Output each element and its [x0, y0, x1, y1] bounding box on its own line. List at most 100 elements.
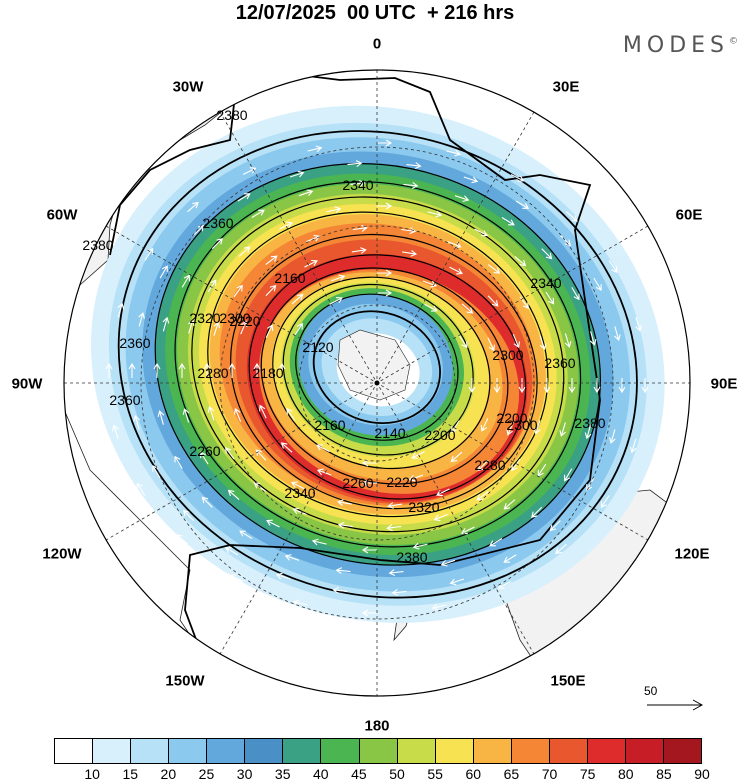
wind-vector-arrow	[515, 200, 530, 209]
copyright-mark: ©	[729, 36, 738, 47]
wind-vector-arrow	[433, 513, 448, 522]
wind-vector-arrow	[207, 279, 217, 293]
wind-vector-arrow	[476, 490, 489, 501]
wind-vector-arrow	[361, 459, 377, 467]
wind-vector-arrow	[157, 410, 165, 425]
wind-vector-arrow	[351, 247, 367, 254]
wind-vector-arrow	[291, 293, 304, 305]
wind-vector-arrow	[188, 319, 195, 334]
colorbar	[54, 738, 702, 764]
wind-vector-arrow	[436, 488, 450, 497]
wind-vector-arrow	[304, 259, 318, 268]
wind-vector-arrow	[541, 248, 553, 260]
wind-vector-arrow	[174, 455, 183, 469]
wind-vector-arrow	[480, 417, 489, 432]
wind-vector-arrow	[512, 333, 521, 349]
contour-label: 2200	[424, 427, 455, 443]
lon-label-180: 180	[364, 717, 390, 735]
wind-vector-arrow	[138, 312, 145, 327]
wind-vector-arrow	[336, 499, 352, 507]
contour-label: 2220	[386, 474, 417, 490]
wind-vector-arrow	[635, 317, 642, 332]
wind-vector-arrow	[391, 588, 407, 596]
colorbar-tick-label: 60	[465, 766, 482, 782]
wind-vector-arrow	[182, 509, 194, 521]
wind-vector-arrow	[332, 586, 348, 594]
colorbar-tick-label: 45	[351, 766, 367, 782]
wind-vector-arrow	[153, 362, 161, 378]
wind-vector-arrow	[537, 463, 547, 477]
wind-vector-arrow	[280, 442, 293, 453]
wind-vector-arrow	[291, 481, 305, 490]
wind-vector-arrow	[431, 603, 447, 611]
wind-vector-arrow	[229, 574, 244, 582]
wind-vector-arrow	[316, 444, 330, 453]
wind-vector-arrow	[440, 559, 456, 567]
wind-vector-arrow	[511, 458, 521, 472]
wind-vector-arrow	[584, 424, 592, 440]
wind-vector-arrow	[128, 362, 136, 378]
wind-vector-arrow	[187, 201, 199, 213]
contour-label: 2200	[496, 410, 527, 426]
wind-vector-arrow	[387, 502, 403, 509]
contour-label: 2320	[189, 310, 220, 326]
wind-vector-arrow	[559, 422, 566, 437]
modes-logo: MODES©	[623, 33, 738, 58]
contour-label: 2380	[574, 415, 605, 431]
wind-vector-arrow	[412, 542, 428, 550]
lon-label-60w: 60W	[46, 206, 78, 224]
wind-vector-arrow	[514, 255, 527, 267]
logo-text: MODES	[622, 33, 729, 58]
wind-vector-arrow	[593, 378, 601, 394]
contour-label: 2360	[119, 335, 150, 351]
wind-vector-arrow	[501, 217, 515, 226]
wind-vector-arrow	[361, 546, 377, 554]
wind-vector-arrow	[335, 567, 351, 575]
contour-labels: 2380 2380 2340 2360 2360 2320 2360 2280 2300 2260…	[82, 107, 605, 565]
colorbar-tick-label: 10	[84, 766, 100, 782]
wind-vector-arrow	[566, 211, 578, 222]
wind-vector-arrow	[493, 378, 501, 394]
wind-vector-arrow	[388, 569, 404, 577]
wind-vector-arrow	[543, 378, 551, 394]
wind-vectors	[105, 139, 649, 617]
wind-vector-arrow	[352, 224, 368, 232]
colorbar-tick-label: 35	[274, 766, 291, 782]
wind-vector-arrow	[446, 149, 462, 157]
lon-label-30w: 30W	[172, 78, 204, 96]
wind-vector-arrow	[593, 277, 602, 292]
colorbar-tick-label: 85	[656, 766, 672, 782]
wind-vector-arrow	[228, 362, 236, 378]
contour-label: 2180	[252, 365, 283, 381]
lon-label-90e: 90E	[710, 375, 738, 393]
wind-vector-arrow	[614, 326, 621, 342]
colorbar-tick-label: 65	[503, 766, 520, 782]
colorbar-tick-label: 55	[427, 766, 443, 782]
wind-vector-arrow	[510, 174, 525, 182]
wind-vector-arrow	[487, 295, 499, 307]
wind-vector-arrow	[176, 534, 188, 545]
lon-label-150w: 150W	[165, 672, 205, 690]
wind-vector-arrow	[239, 530, 253, 539]
wind-vector-arrow	[629, 438, 637, 454]
wind-vector-arrow	[162, 316, 170, 332]
wind-vector-arrow	[449, 266, 463, 275]
wind-vector-arrow	[641, 378, 649, 394]
wind-vector-arrow	[152, 464, 161, 479]
wind-vector-arrow	[518, 378, 526, 394]
wind-vector-arrow	[251, 209, 265, 218]
wind-vector-arrow	[326, 206, 342, 214]
contour-label: 2340	[342, 177, 373, 193]
contour-label: 2300	[492, 347, 523, 363]
wind-vector-arrow	[182, 408, 190, 423]
wind-vector-arrow	[133, 414, 140, 430]
wind-vector-arrow	[377, 202, 393, 210]
wind-vector-arrow	[564, 468, 573, 482]
wind-vector-arrow	[350, 179, 366, 187]
wind-vector-arrow	[298, 189, 314, 197]
lon-label-120w: 120W	[42, 545, 82, 563]
colorbar-tick-label: 70	[541, 766, 558, 782]
wind-vector-arrow	[533, 420, 541, 435]
colorbar-tick-label: 80	[617, 766, 634, 782]
